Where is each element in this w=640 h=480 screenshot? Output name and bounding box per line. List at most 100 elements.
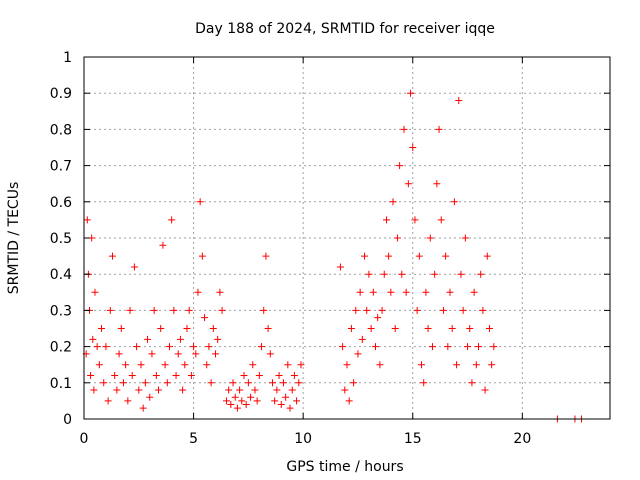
data-point bbox=[233, 404, 241, 412]
data-point bbox=[369, 288, 377, 296]
data-point bbox=[258, 343, 266, 351]
data-point bbox=[428, 343, 436, 351]
data-point bbox=[95, 361, 103, 369]
data-point bbox=[185, 306, 193, 314]
data-point bbox=[277, 401, 285, 409]
data-point bbox=[244, 379, 252, 387]
data-point bbox=[424, 325, 432, 332]
x-tick-label: 0 bbox=[80, 431, 89, 447]
data-point bbox=[341, 386, 349, 394]
data-point bbox=[350, 379, 358, 387]
data-point bbox=[113, 386, 121, 394]
y-tick-label: 0.9 bbox=[50, 86, 72, 102]
x-axis-label: GPS time / hours bbox=[286, 459, 403, 475]
data-point bbox=[87, 372, 95, 380]
data-point bbox=[255, 372, 263, 380]
data-point bbox=[290, 372, 298, 380]
y-tick-label: 0.7 bbox=[50, 159, 72, 175]
data-point bbox=[201, 314, 209, 322]
data-point bbox=[396, 162, 404, 170]
data-point bbox=[453, 361, 461, 369]
data-point bbox=[391, 325, 399, 332]
data-point bbox=[203, 361, 211, 369]
data-point bbox=[139, 404, 147, 412]
data-point bbox=[365, 270, 373, 278]
data-point bbox=[227, 401, 235, 409]
data-point bbox=[130, 263, 138, 271]
data-point bbox=[345, 397, 353, 405]
data-point bbox=[194, 288, 202, 296]
axis-ticks bbox=[83, 56, 610, 420]
data-point bbox=[196, 198, 204, 206]
data-point bbox=[209, 325, 217, 332]
data-point bbox=[106, 306, 114, 314]
data-point bbox=[464, 343, 472, 351]
data-point bbox=[402, 288, 410, 296]
data-point bbox=[488, 361, 496, 369]
data-point bbox=[485, 325, 493, 332]
data-point bbox=[260, 306, 268, 314]
data-point bbox=[444, 343, 452, 351]
data-point bbox=[174, 350, 182, 358]
data-point bbox=[165, 343, 173, 351]
data-point bbox=[475, 343, 482, 351]
data-point bbox=[240, 372, 248, 380]
data-point bbox=[266, 350, 274, 358]
x-tick-label: 10 bbox=[294, 431, 312, 447]
data-point bbox=[293, 397, 301, 405]
data-point bbox=[490, 343, 498, 351]
data-point bbox=[119, 379, 127, 387]
data-point bbox=[170, 306, 178, 314]
y-tick-labels: 0 0.1 0.2 0.3 0.4 0.5 0.6 0.7 0.8 0.9 1 bbox=[50, 50, 72, 428]
data-point bbox=[297, 361, 305, 369]
y-tick-label: 0.4 bbox=[50, 267, 72, 283]
data-point bbox=[472, 361, 480, 369]
data-point bbox=[179, 386, 187, 394]
data-point bbox=[247, 393, 255, 401]
data-point bbox=[389, 198, 397, 206]
data-point bbox=[108, 252, 116, 260]
data-point bbox=[271, 397, 279, 405]
x-tick-label: 5 bbox=[189, 431, 198, 447]
data-point bbox=[222, 397, 230, 405]
data-point bbox=[212, 350, 219, 358]
data-point bbox=[343, 361, 351, 369]
data-point bbox=[115, 350, 123, 358]
data-point bbox=[356, 288, 364, 296]
data-point bbox=[236, 386, 244, 394]
data-point bbox=[218, 306, 226, 314]
data-point bbox=[409, 144, 417, 151]
data-point bbox=[284, 361, 292, 369]
data-point bbox=[393, 234, 401, 242]
data-point bbox=[433, 180, 441, 188]
data-point bbox=[146, 393, 154, 401]
data-point bbox=[83, 216, 91, 224]
data-point bbox=[231, 393, 239, 401]
y-tick-label: 1 bbox=[63, 50, 72, 66]
data-point bbox=[122, 361, 130, 369]
data-point bbox=[163, 379, 171, 387]
data-point bbox=[354, 350, 362, 358]
data-point bbox=[251, 386, 259, 394]
y-tick-label: 0.2 bbox=[50, 340, 72, 356]
data-point bbox=[264, 325, 272, 332]
data-point bbox=[150, 306, 158, 314]
data-point bbox=[104, 397, 112, 405]
data-point bbox=[468, 379, 476, 387]
x-tick-labels: 0 5 10 15 20 bbox=[80, 431, 532, 447]
data-point bbox=[102, 343, 110, 351]
data-point bbox=[435, 125, 443, 133]
data-point bbox=[152, 372, 160, 380]
data-point bbox=[387, 288, 395, 296]
data-point bbox=[385, 252, 393, 260]
data-point bbox=[176, 335, 184, 343]
data-point bbox=[442, 252, 450, 260]
data-point bbox=[137, 361, 145, 369]
data-point bbox=[374, 314, 382, 322]
y-tick-label: 0.8 bbox=[50, 122, 72, 138]
data-point bbox=[477, 270, 485, 278]
data-point bbox=[89, 335, 97, 343]
data-point bbox=[426, 234, 434, 242]
data-point bbox=[161, 361, 169, 369]
